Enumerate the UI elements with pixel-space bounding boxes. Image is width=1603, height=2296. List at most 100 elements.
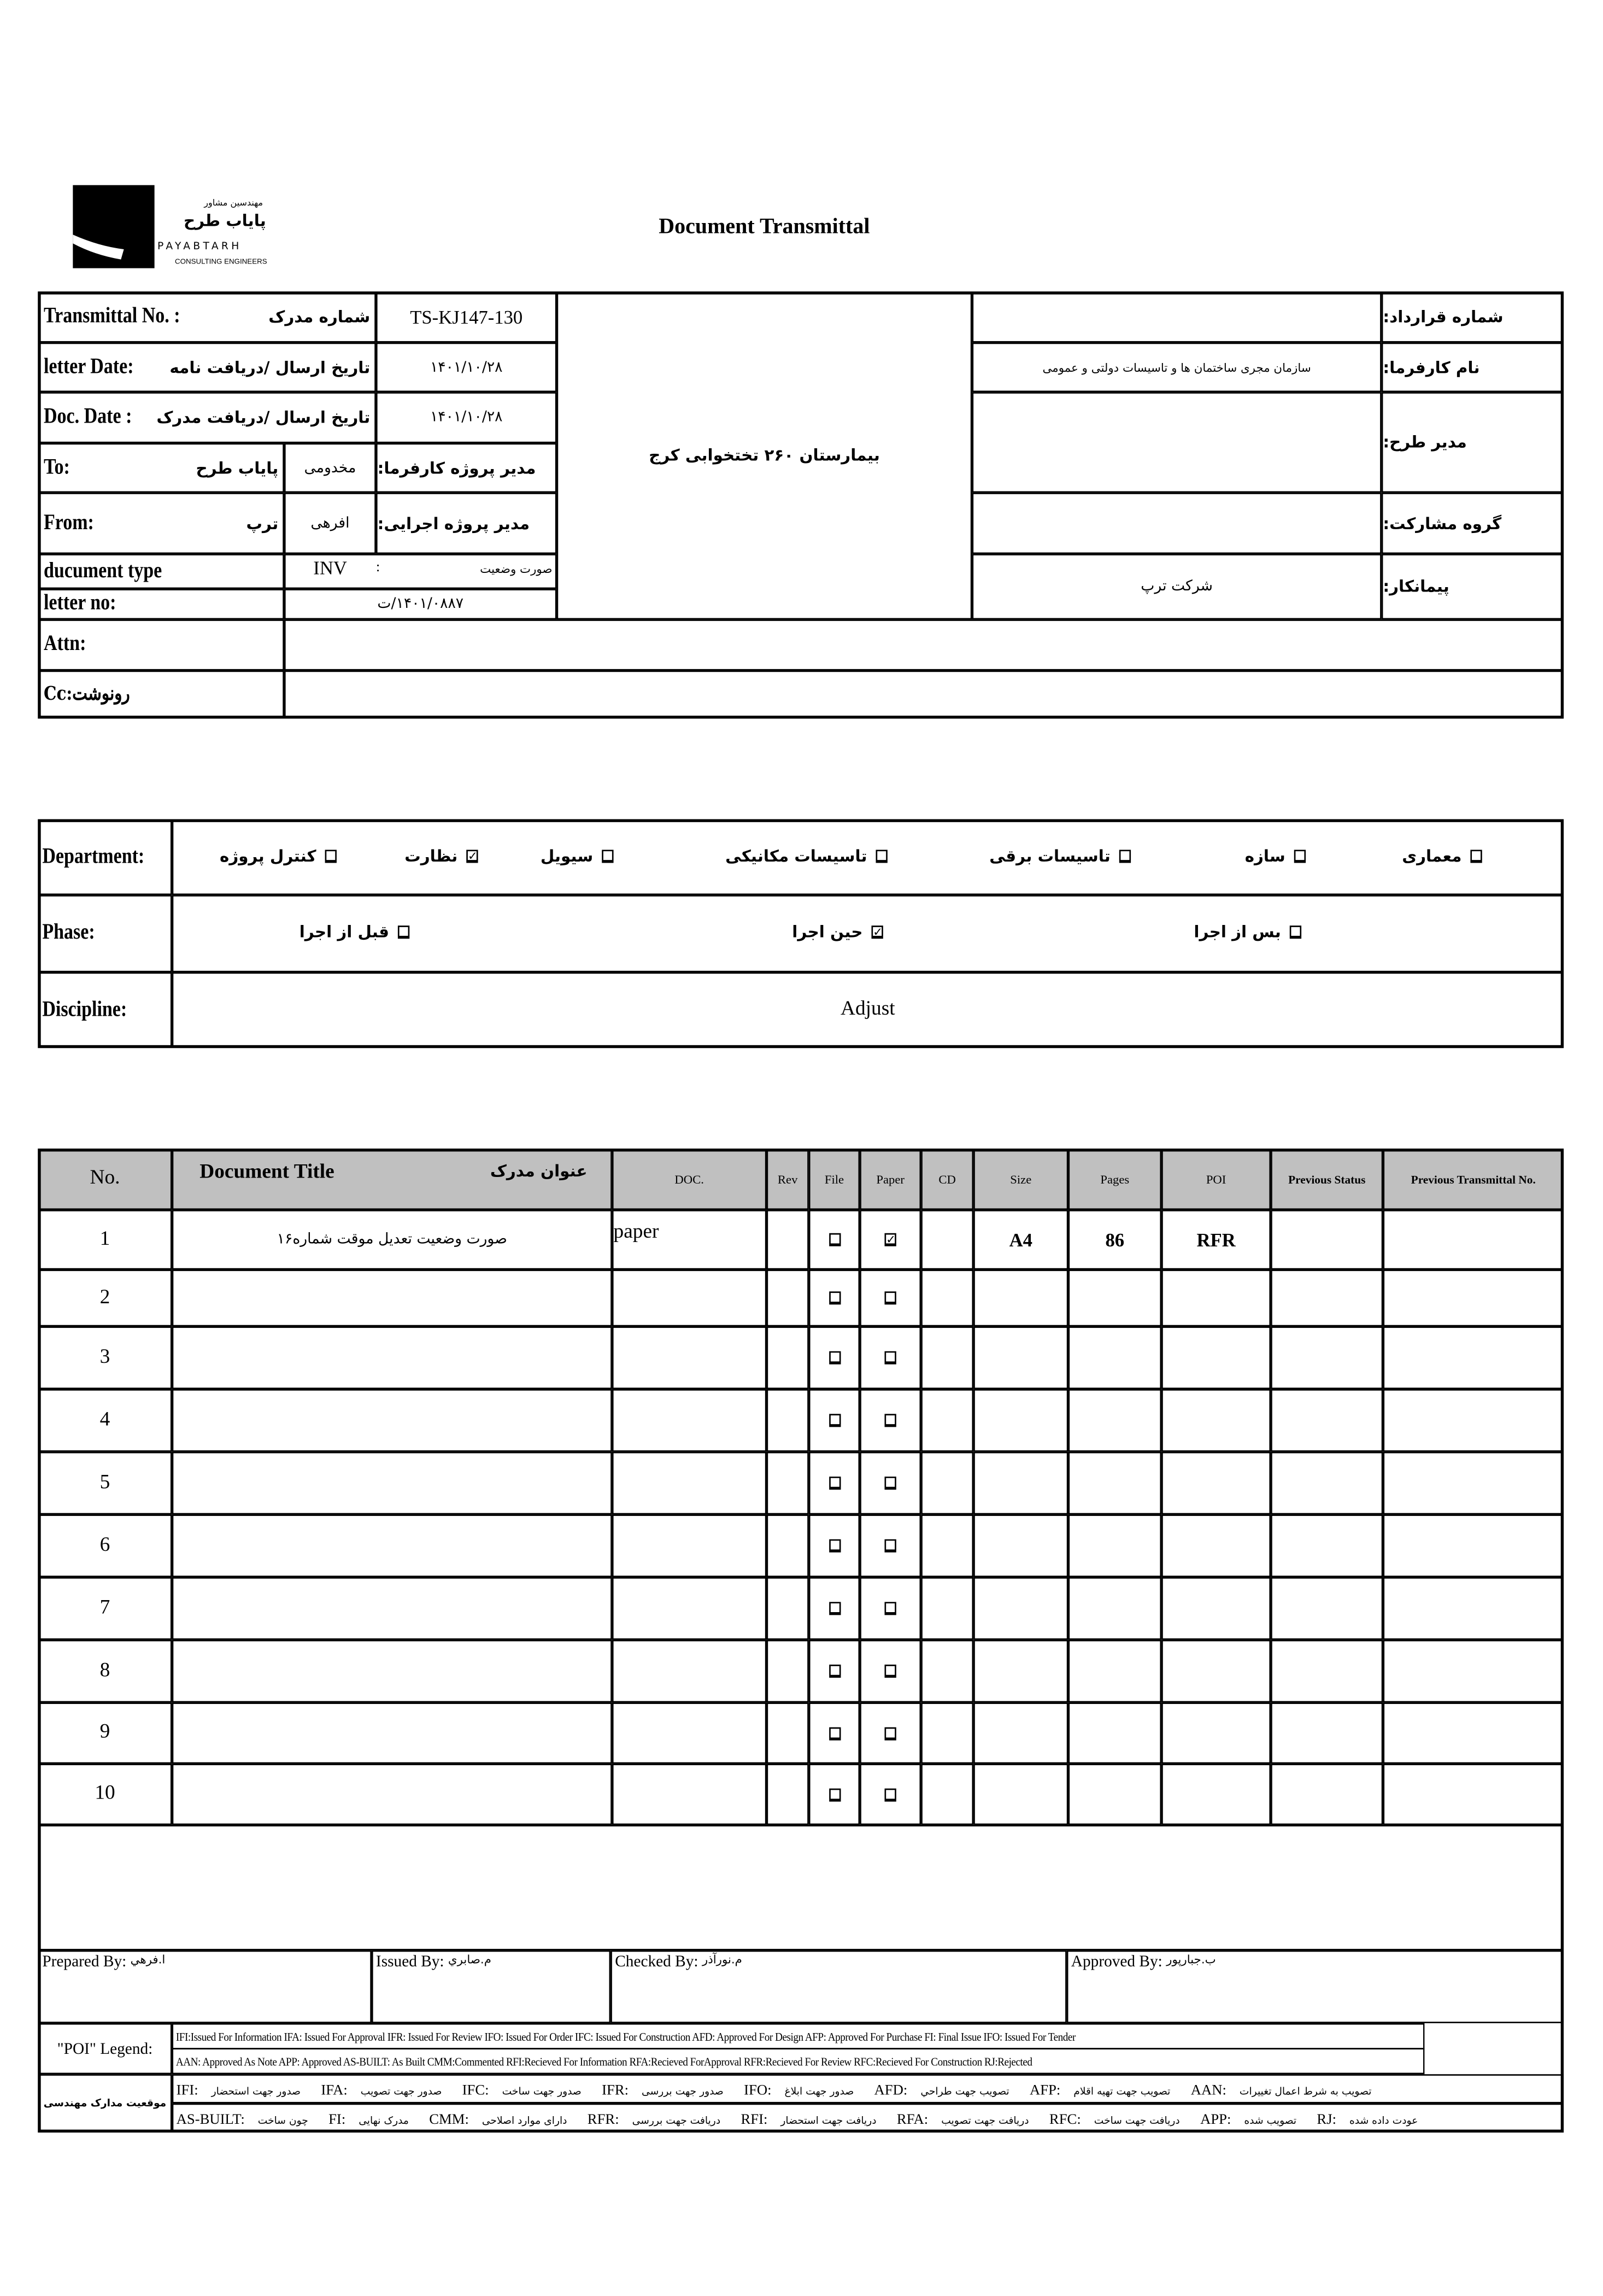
paper-checkbox[interactable] (884, 1788, 896, 1801)
header-title-en: Document Title (199, 1162, 334, 1184)
department-checkbox[interactable] (325, 850, 337, 863)
legend-code: CMM: (429, 2112, 469, 2128)
row-prev-transmittal (1383, 1577, 1564, 1640)
legend-code: AS-BUILT: (176, 2112, 245, 2128)
row-prev-status (1271, 1389, 1383, 1452)
legend-entry: IFO: صدور جهت ابلاغ (744, 2076, 864, 2102)
legend-code: IFR: (602, 2083, 629, 2099)
row-poi (1161, 1639, 1271, 1703)
row-rev (766, 1389, 809, 1452)
department-checkbox[interactable] (876, 850, 888, 863)
file-checkbox[interactable] (828, 1414, 841, 1427)
paper-checkbox[interactable] (884, 1414, 896, 1427)
from-person: افرهی (284, 493, 376, 554)
file-checkbox[interactable] (828, 1726, 841, 1740)
poi-legend-line-2: AAN: Approved As Note APP: Approved AS-B… (172, 2048, 1425, 2075)
contractor-label: پیمانکار: (1381, 554, 1564, 620)
paper-checkbox[interactable] (884, 1602, 896, 1615)
paper-checkbox[interactable] (884, 1291, 896, 1305)
row-prev-status (1271, 1702, 1383, 1764)
row-no: 7 (38, 1577, 172, 1640)
legend-entry: RJ: عودت داده شده (1317, 2105, 1428, 2131)
row-prev-status (1271, 1451, 1383, 1515)
row-prev-transmittal (1383, 1451, 1564, 1515)
legend-text: تصویب جهت تهیه اقلام (1073, 2086, 1171, 2098)
row-pages (1068, 1326, 1162, 1390)
phase-checkbox[interactable]: ✓ (871, 926, 883, 939)
row-prev-transmittal (1383, 1326, 1564, 1390)
row-size (973, 1389, 1068, 1452)
department-checkbox[interactable]: ✓ (466, 850, 478, 863)
row-title (172, 1269, 612, 1327)
department-checkbox[interactable] (1470, 850, 1482, 863)
document-type-value: INV : صورت وضعیت (284, 554, 557, 589)
header-cd: CD (921, 1149, 974, 1210)
row-title (172, 1764, 612, 1825)
row-title (172, 1702, 612, 1764)
label-en: Department: (42, 845, 145, 868)
row-doc (612, 1451, 767, 1515)
row-prev-status (1271, 1210, 1383, 1270)
row-no: 3 (38, 1326, 172, 1390)
department-checkbox[interactable] (602, 850, 614, 863)
row-prev-transmittal (1383, 1389, 1564, 1452)
legend-code: IFI: (176, 2083, 198, 2099)
row-paper (860, 1269, 921, 1327)
department-option-label: تاسیسات برقی (989, 847, 1111, 866)
header-size: Size (973, 1149, 1068, 1210)
row-pages (1068, 1639, 1162, 1703)
logo-text-fa: پاياب طرح (183, 211, 266, 231)
header-pages: Pages (1068, 1149, 1162, 1210)
row-size (973, 1577, 1068, 1640)
paper-checkbox[interactable] (884, 1539, 896, 1553)
legend-text: تصویب به شرط اعمال تغییرات (1239, 2086, 1372, 2098)
file-checkbox[interactable] (828, 1291, 841, 1305)
table-notes-area (38, 1825, 1564, 1951)
row-prev-status (1271, 1514, 1383, 1578)
label-en: Doc. Date : (43, 405, 132, 429)
paper-checkbox[interactable] (884, 1477, 896, 1490)
to-person: مخدومی (284, 443, 376, 493)
row-title (172, 1326, 612, 1390)
issued-label: Issued By: (375, 1953, 444, 1971)
department-checkbox[interactable] (1119, 850, 1131, 863)
row-paper (860, 1389, 921, 1452)
row-doc (612, 1577, 767, 1640)
label-en: To: (43, 455, 70, 479)
file-checkbox[interactable] (828, 1539, 841, 1553)
legend-code: RFI: (741, 2112, 768, 2128)
file-checkbox[interactable] (828, 1477, 841, 1490)
paper-checkbox[interactable] (884, 1351, 896, 1364)
partnership-value (972, 493, 1382, 554)
legend-code: RFC: (1049, 2112, 1081, 2128)
file-checkbox[interactable] (828, 1233, 841, 1246)
file-checkbox[interactable] (828, 1602, 841, 1615)
row-cd (921, 1639, 974, 1703)
phase-checkbox[interactable] (397, 926, 410, 939)
row-size: A4 (973, 1210, 1068, 1270)
paper-checkbox[interactable] (884, 1665, 896, 1678)
employer-pm-label: مدیر پروژه کارفرما: (375, 443, 557, 493)
document-type-label: ducument type (38, 554, 284, 589)
paper-checkbox[interactable] (884, 1726, 896, 1740)
row-pages: 86 (1068, 1210, 1162, 1270)
row-rev (766, 1764, 809, 1825)
phase-checkbox[interactable] (1289, 926, 1302, 939)
header-file: File (808, 1149, 860, 1210)
row-cd (921, 1577, 974, 1640)
file-checkbox[interactable] (828, 1788, 841, 1801)
label-fa: تاریخ ارسال /دریافت مدرک (156, 408, 371, 427)
department-checkbox[interactable] (1294, 850, 1306, 863)
fa-legend-line-2: AS-BUILT: چون ساخت FI: مدرک نهایی CMM: دارای … (172, 2103, 1564, 2133)
legend-text: تصویب شده (1244, 2115, 1297, 2127)
logo-text-en: PAYABTARH (157, 240, 242, 253)
doc-type-code: INV (313, 557, 347, 579)
file-checkbox[interactable] (828, 1351, 841, 1364)
row-cd (921, 1764, 974, 1825)
row-file (808, 1269, 860, 1327)
header-no: No. (38, 1149, 172, 1210)
file-checkbox[interactable] (828, 1665, 841, 1678)
paper-checkbox[interactable]: ✓ (884, 1233, 896, 1246)
row-doc (612, 1389, 767, 1452)
header-rev: Rev (766, 1149, 809, 1210)
